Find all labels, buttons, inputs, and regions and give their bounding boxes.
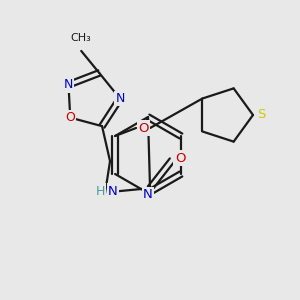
Text: O: O xyxy=(138,122,148,134)
Text: N: N xyxy=(115,92,124,105)
Text: N: N xyxy=(143,188,153,202)
Text: S: S xyxy=(257,109,265,122)
Text: O: O xyxy=(65,111,75,124)
Text: N: N xyxy=(64,78,73,91)
Text: CH₃: CH₃ xyxy=(71,33,92,43)
Text: O: O xyxy=(175,152,185,165)
Text: N: N xyxy=(108,184,118,198)
Text: H: H xyxy=(95,184,105,198)
